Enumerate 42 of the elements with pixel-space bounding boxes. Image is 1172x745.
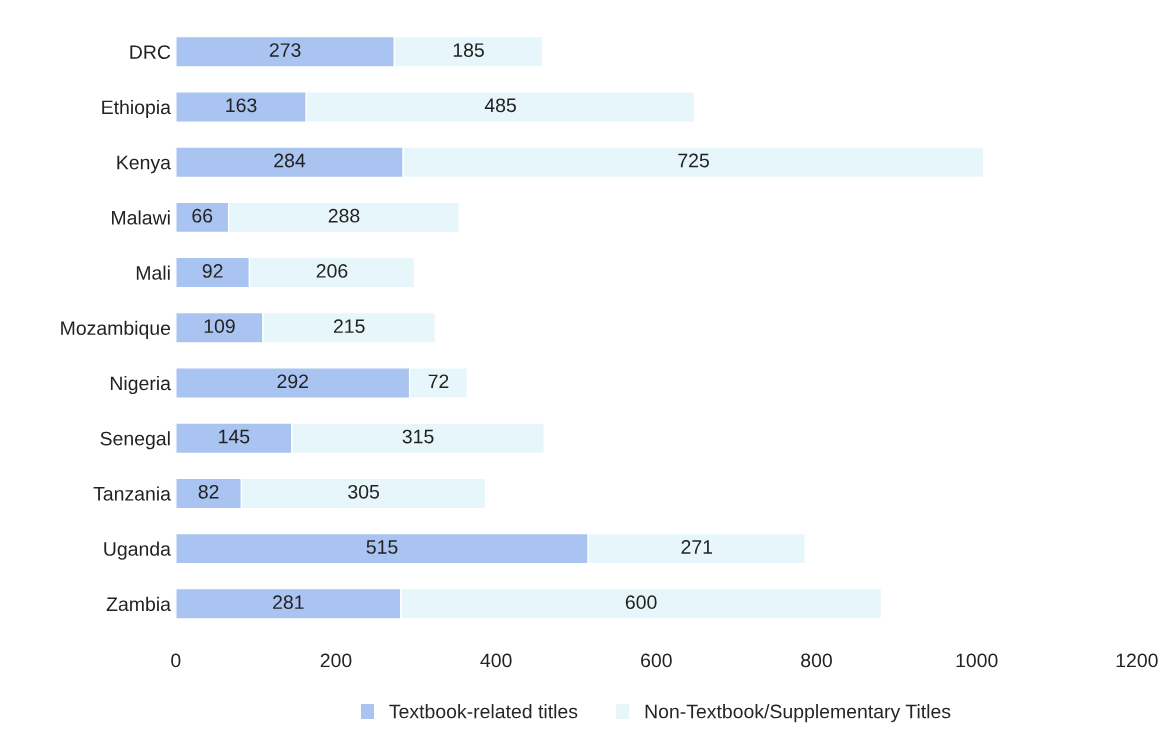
y-tick-label: Malawi <box>112 210 170 225</box>
data-label: 725 <box>678 153 709 168</box>
data-label: 66 <box>192 208 213 223</box>
legend-label: Textbook-related titles <box>389 704 578 719</box>
data-label: 215 <box>333 319 365 334</box>
data-label: 305 <box>348 484 380 499</box>
y-tick-label: Mozambique <box>61 320 171 339</box>
data-label: 600 <box>625 595 657 610</box>
data-label: 284 <box>274 153 306 168</box>
y-tick-label: Kenya <box>117 155 171 174</box>
x-tick-label: 600 <box>641 653 672 668</box>
x-tick-label: 200 <box>320 653 352 668</box>
data-label: 163 <box>226 98 257 113</box>
legend-label: Non-Textbook/Supplementary Titles <box>645 704 951 723</box>
y-tick-label: Tanzania <box>93 486 171 501</box>
y-tick-label: DRC <box>130 45 171 59</box>
y-tick-label: Ethiopia <box>102 99 171 119</box>
x-tick-label: 400 <box>480 653 512 668</box>
y-tick-label: Senegal <box>100 431 170 450</box>
data-label: 82 <box>198 484 219 499</box>
data-label: 185 <box>453 43 484 57</box>
data-label: 92 <box>202 264 223 278</box>
data-label: 292 <box>277 374 308 389</box>
data-label: 485 <box>484 98 516 113</box>
data-label: 281 <box>273 595 304 610</box>
data-label: 271 <box>681 540 713 554</box>
data-label: 145 <box>219 429 250 444</box>
data-label: 109 <box>204 319 235 334</box>
y-tick-label: Zambia <box>106 596 171 612</box>
x-tick-label: 0 <box>171 653 181 668</box>
y-tick-label: Nigeria <box>110 375 171 395</box>
x-tick-label: 800 <box>801 653 832 668</box>
data-label: 206 <box>316 264 348 278</box>
y-tick-label: Uganda <box>104 541 171 560</box>
data-label: 515 <box>366 540 398 554</box>
x-tick-label: 1200 <box>1116 653 1158 668</box>
data-label: 72 <box>428 374 449 389</box>
data-label: 315 <box>402 429 434 444</box>
x-tick-label: 1000 <box>956 653 998 668</box>
y-tick-label: Mali <box>136 265 170 280</box>
data-label: 273 <box>269 43 301 57</box>
data-label: 288 <box>328 208 360 223</box>
